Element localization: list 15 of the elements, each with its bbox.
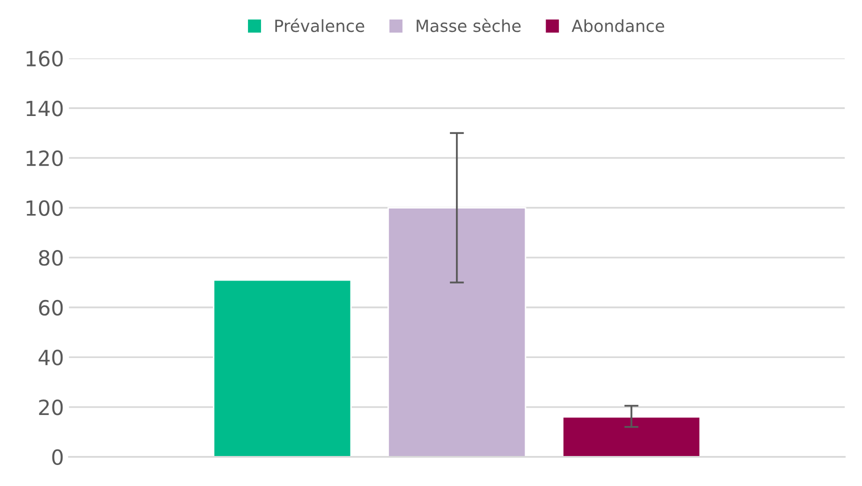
bar bbox=[388, 207, 526, 457]
y-tick-label: 120 bbox=[26, 150, 63, 166]
y-tick-label: 100 bbox=[26, 200, 63, 216]
y-tick-label: 20 bbox=[39, 399, 63, 416]
legend-label: Masse sèche bbox=[416, 18, 521, 32]
y-tick-label: 80 bbox=[39, 250, 63, 266]
y-tick-label: 40 bbox=[38, 350, 63, 366]
y-tick-label: 0 bbox=[52, 449, 63, 466]
legend-label: Abondance bbox=[572, 19, 664, 32]
y-tick-label: 60 bbox=[39, 300, 63, 316]
y-tick-label: 140 bbox=[26, 100, 63, 116]
y-tick-label: 160 bbox=[26, 50, 63, 67]
bar bbox=[212, 279, 352, 457]
bar bbox=[562, 416, 701, 457]
legend-label: Prévalence bbox=[275, 18, 364, 32]
